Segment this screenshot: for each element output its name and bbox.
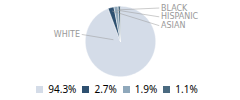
html-text:94.3%: 94.3%: [48, 82, 77, 96]
svg-text:ASIAN: ASIAN: [161, 21, 185, 30]
html-text:1.1%: 1.1%: [175, 82, 198, 96]
html-text:2.7%: 2.7%: [94, 82, 117, 96]
svg-text:BLACK: BLACK: [161, 4, 188, 13]
svg-text:WHITE: WHITE: [54, 30, 80, 39]
html-text:1.9%: 1.9%: [134, 82, 158, 96]
svg-text:HISPANIC: HISPANIC: [161, 12, 199, 21]
